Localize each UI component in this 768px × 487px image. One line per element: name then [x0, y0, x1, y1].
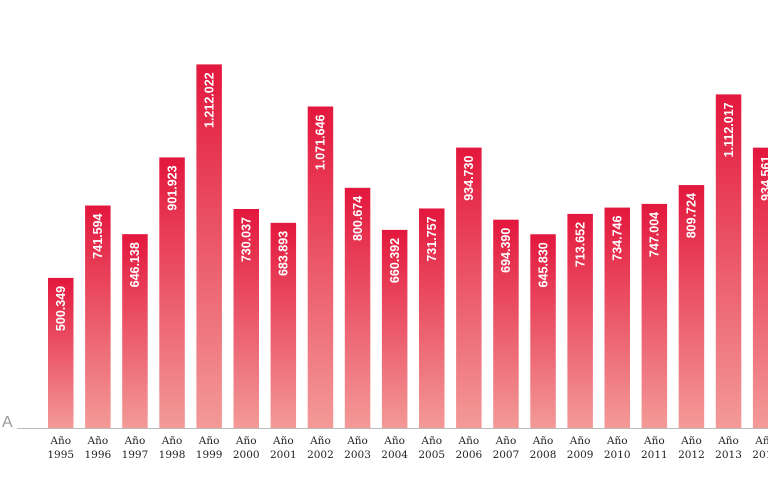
x-tick-label: Año 2004: [381, 435, 408, 461]
value-label: 645.830: [536, 242, 550, 287]
axis-letter: A: [2, 414, 13, 431]
x-tick-label: Año 1995: [47, 435, 75, 461]
bar: [530, 234, 556, 428]
x-tick-label: Año 2003: [344, 435, 371, 461]
x-tick-label: Año 2009: [566, 435, 594, 461]
x-tick-label: Año 2013: [715, 435, 742, 461]
bar: [159, 157, 185, 428]
value-label: 500.349: [54, 286, 68, 331]
value-label: 713.652: [573, 222, 587, 267]
x-tick-label: Año 2011: [640, 435, 668, 461]
x-tick-label: Año 2008: [529, 435, 557, 461]
bar: [344, 187, 371, 428]
x-tick-label: Año 2006: [455, 435, 483, 461]
bar: [752, 147, 768, 428]
bar: [270, 222, 297, 428]
x-tick-label: Año 2005: [418, 435, 446, 461]
bar: [122, 234, 148, 428]
value-label: 934.730: [462, 156, 476, 201]
bar: [567, 213, 593, 428]
bar: [381, 229, 408, 428]
bar: [604, 207, 630, 428]
x-tick-label: Año 1996: [84, 435, 112, 461]
bar: [307, 106, 334, 429]
x-tick-label: Año 2007: [492, 435, 520, 461]
x-tick-label: Año 2001: [269, 435, 297, 461]
x-tick-label: Año 2014: [752, 435, 768, 461]
x-tick-label: Año 1998: [158, 435, 186, 461]
value-label: 1.071.646: [314, 114, 328, 170]
x-tick-label: Año 1999: [195, 435, 223, 461]
bar: [85, 205, 111, 428]
value-label: 1.212.022: [202, 72, 216, 128]
value-label: 809.724: [685, 193, 699, 238]
bar: [641, 203, 668, 428]
value-label: 747.004: [648, 212, 662, 257]
x-tick-label: Año 2000: [232, 435, 260, 461]
value-label: 660.392: [388, 238, 402, 283]
x-tick-label: Año 2012: [678, 435, 705, 461]
value-label: 734.746: [611, 216, 625, 261]
value-label: 934.561: [759, 156, 768, 201]
bar: [678, 185, 705, 428]
value-label: 731.757: [425, 216, 439, 261]
value-label: 683.893: [277, 231, 291, 276]
value-label: 646.138: [128, 242, 142, 287]
x-tick-label: Año 2010: [603, 435, 631, 461]
value-label: 730.037: [240, 217, 254, 262]
bar: [456, 147, 482, 428]
bar: [715, 94, 742, 428]
bar: [196, 64, 222, 428]
value-label: 800.674: [351, 196, 365, 241]
x-tick-label: Año 2002: [307, 435, 334, 461]
value-label: 1.112.017: [722, 102, 736, 157]
bar: [233, 208, 259, 428]
value-label: 741.594: [91, 213, 105, 258]
value-label: 901.923: [165, 165, 179, 210]
x-tick-label: Año 1997: [121, 435, 149, 461]
bar: [419, 208, 445, 428]
bar: [48, 277, 74, 428]
value-label: 694.390: [499, 228, 513, 273]
bar: [493, 219, 519, 428]
